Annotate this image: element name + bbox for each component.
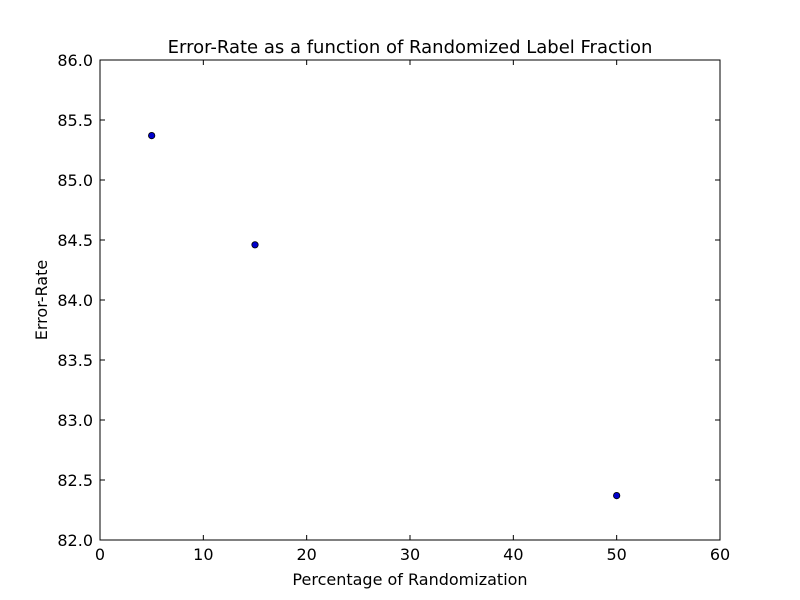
x-tick-label: 0: [95, 545, 105, 564]
y-tick-label: 82.0: [57, 531, 93, 550]
y-tick-label: 85.5: [57, 111, 93, 130]
x-tick-label: 20: [296, 545, 316, 564]
y-axis-label: Error-Rate: [32, 260, 51, 340]
data-point: [613, 491, 621, 500]
data-points: [148, 132, 621, 500]
y-tick-label: 84.0: [57, 291, 93, 310]
x-axis-label: Percentage of Randomization: [292, 570, 527, 589]
x-tick-label: 30: [400, 545, 420, 564]
y-tick-label: 83.0: [57, 411, 93, 430]
y-tick-label: 85.0: [57, 171, 93, 190]
plot-area: [99, 59, 721, 541]
x-tick-label: 50: [606, 545, 626, 564]
y-tick-label: 83.5: [57, 351, 93, 370]
chart-title: Error-Rate as a function of Randomized L…: [168, 37, 653, 58]
x-tick-label: 10: [193, 545, 213, 564]
y-tick-label: 82.5: [57, 471, 93, 490]
y-axis: 82.0 82.5 83.0 83.5 84.0 84.5 85.0 85.5 86.0: [57, 51, 720, 550]
y-tick-label: 84.5: [57, 231, 93, 250]
data-point: [251, 241, 259, 249]
data-point: [148, 132, 156, 140]
x-tick-label: 40: [503, 545, 523, 564]
x-axis: 0 10 20 30 40 50 60: [95, 60, 730, 564]
x-tick-label: 60: [710, 545, 730, 564]
y-tick-label: 86.0: [57, 51, 93, 70]
